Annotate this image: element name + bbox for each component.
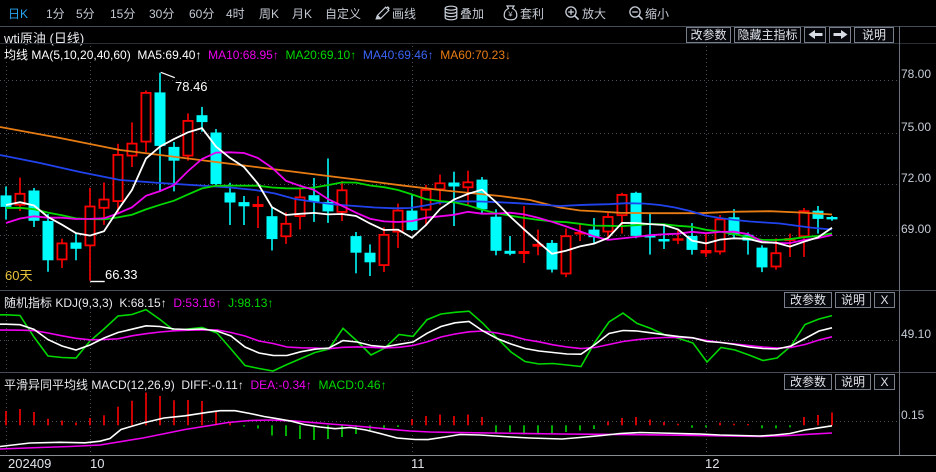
svg-text:¥: ¥: [508, 10, 513, 19]
